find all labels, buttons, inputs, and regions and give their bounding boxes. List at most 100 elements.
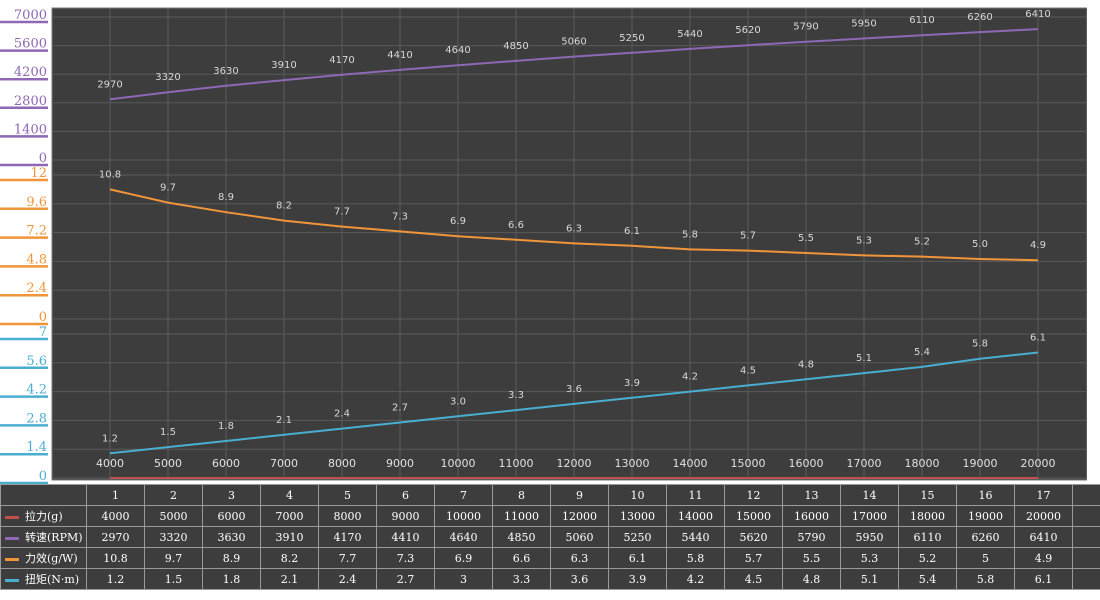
x-tick-label: 5000 [154,457,182,470]
table-cell: 5440 [666,526,725,548]
table-cell: 7.7 [318,547,377,569]
x-tick-label: 4000 [96,457,124,470]
y-tick-label: 0 [39,151,47,166]
y-tick-label: 1400 [14,122,47,137]
table-cell: 5000 [144,505,203,527]
data-label: 7.3 [392,211,408,222]
table-column-header: 8 [492,484,551,506]
table-cell: 3.3 [492,568,551,590]
table-cell: 5.7 [724,547,783,569]
data-label: 5.2 [914,237,930,248]
chart-area: 7000 5600 4200 2800 1400 0 12 9.6 7.2 4.8 2.4 0 7 5.6… [0,7,1088,485]
row-legend-cell: 转速(RPM) [0,526,87,548]
table-cell: 10.8 [86,547,145,569]
y-tick-label: 12 [30,166,47,181]
y-axis-1: 7000 5600 4200 2800 1400 0 [0,8,48,167]
grid-lines [52,8,1087,480]
data-label: 1.8 [218,421,234,432]
data-label: 2.1 [276,415,292,426]
legend-swatch [5,536,19,540]
table-filler-cell [1072,505,1100,527]
table-cell: 18000 [898,505,957,527]
table-header-row: 1 2 3 4 5 6 7 8 9 10 11 12 13 14 15 16 17 [0,484,1100,506]
data-label: 5.8 [682,229,698,240]
data-label: 2.4 [334,409,350,420]
table-column-header: 17 [1014,484,1073,506]
x-tick-label: 18000 [905,457,940,470]
table-cell: 5.4 [898,568,957,590]
series-1: 2970 3320 3630 3910 4170 4410 4640 4850 5060 5250… [97,9,1051,101]
table-cell: 2.7 [376,568,435,590]
y-tick-label: 0 [39,469,47,484]
data-table: 1 2 3 4 5 6 7 8 9 10 11 12 13 14 15 16 17 拉力(g) 4000 5000 6… [0,484,1100,590]
series-line [109,28,1039,101]
table-cell: 4.2 [666,568,725,590]
data-label: 9.7 [160,183,176,194]
data-label: 4.8 [798,359,814,370]
table-cell: 9000 [376,505,435,527]
data-label: 5250 [619,33,644,44]
x-tick-label: 17000 [847,457,882,470]
legend-swatch [5,557,19,561]
table-column-header: 1 [86,484,145,506]
table-cell: 1.5 [144,568,203,590]
x-tick-label: 19000 [963,457,998,470]
table-cell: 5.2 [898,547,957,569]
data-label: 3.6 [566,384,582,395]
table-column-header: 10 [608,484,667,506]
table-cell: 8.9 [202,547,261,569]
y-tick-label: 2.4 [26,281,47,296]
data-label: 5440 [677,29,702,40]
data-label: 5060 [561,37,586,48]
table-cell: 11000 [492,505,551,527]
table-cell: 12000 [550,505,609,527]
table-column-header: 14 [840,484,899,506]
x-tick-label: 11000 [499,457,534,470]
x-tick-label: 8000 [328,457,356,470]
table-cell: 5790 [782,526,841,548]
data-label: 4.9 [1030,240,1046,251]
table-cell: 6.6 [492,547,551,569]
y-tick-label: 4200 [14,65,47,80]
y-tick-label: 2800 [14,94,47,109]
table-cell: 15000 [724,505,783,527]
table-cell: 4.8 [782,568,841,590]
series-2: 10.8 9.7 8.9 8.2 7.7 7.3 6.9 6.6 6.3 6.1 5.8 5.7 5.5… [99,169,1046,262]
data-label: 1.2 [102,433,118,444]
row-legend-cell: 扭矩(N·m) [0,568,87,590]
table-cell: 2970 [86,526,145,548]
x-tick-label: 13000 [615,457,650,470]
data-label: 5.1 [856,353,872,364]
table-cell: 6260 [956,526,1015,548]
data-label: 4850 [503,41,528,52]
data-label: 6410 [1025,9,1050,20]
table-cell: 2.1 [260,568,319,590]
y-axis-2: 12 9.6 7.2 4.8 2.4 0 [0,166,48,326]
table-filler-cell [1072,568,1100,590]
table-corner-cell [0,484,87,506]
table-column-header: 6 [376,484,435,506]
table-cell: 3630 [202,526,261,548]
table-filler-cell [1072,484,1100,506]
data-label: 1.5 [160,427,176,438]
table-cell: 8000 [318,505,377,527]
table-column-header: 2 [144,484,203,506]
table-column-header: 7 [434,484,493,506]
data-label: 7.7 [334,207,350,218]
x-tick-label: 7000 [270,457,298,470]
table-cell: 4850 [492,526,551,548]
x-tick-label: 12000 [557,457,592,470]
data-label: 3.0 [450,396,466,407]
table-cell: 17000 [840,505,899,527]
table-cell: 4000 [86,505,145,527]
data-label: 3.3 [508,390,524,401]
table-cell: 1.8 [202,568,261,590]
data-label: 3910 [271,60,296,71]
table-cell: 6000 [202,505,261,527]
legend-swatch [5,515,19,519]
data-label: 8.2 [276,201,292,212]
table-cell: 5950 [840,526,899,548]
table-cell: 6410 [1014,526,1073,548]
data-label: 6110 [909,15,934,26]
table-cell: 5620 [724,526,783,548]
